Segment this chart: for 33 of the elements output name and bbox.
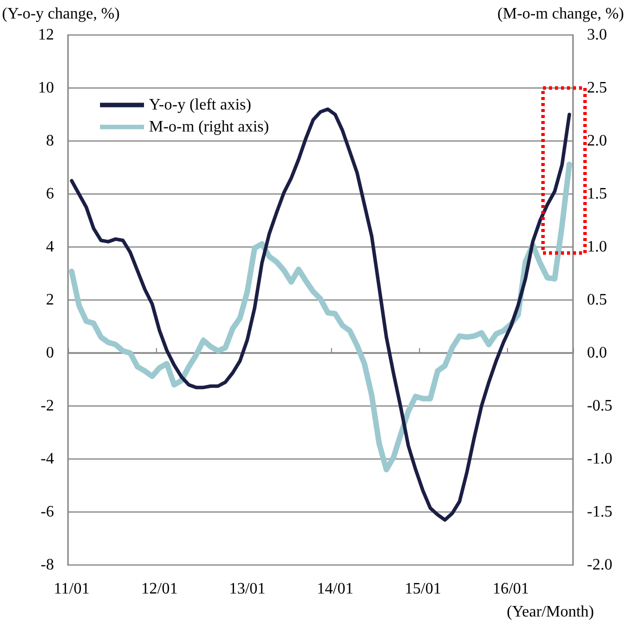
x-tick-label: 14/01 (316, 580, 354, 598)
y-tick-label: -4 (40, 450, 54, 468)
y-tick-label: 0 (46, 344, 54, 362)
x-tick-label: 16/01 (492, 580, 530, 598)
y2-axis-title: (M-o-m change, %) (497, 6, 624, 22)
y2-tick-label: 1.5 (587, 186, 607, 202)
y-tick-label: 12 (38, 26, 54, 44)
y2-tick-label: 1.0 (587, 238, 607, 256)
y-tick-label: -2 (40, 398, 54, 414)
y2-tick-label: -1.5 (587, 504, 612, 520)
y-tick-label: 10 (38, 80, 54, 96)
legend-label: M-o-m (right axis) (149, 118, 269, 136)
x-tick-label: 12/01 (141, 580, 178, 598)
y2-tick-label: 0.0 (587, 344, 607, 362)
y-tick-label: -6 (40, 504, 54, 520)
x-tick-label: 15/01 (404, 580, 442, 598)
y2-tick-label: 0.5 (587, 292, 607, 308)
y-tick-label: 8 (46, 132, 54, 150)
y2-tick-label: -0.5 (587, 398, 612, 414)
y-tick-label: 4 (46, 238, 54, 256)
y2-tick-label: 2.5 (587, 80, 607, 96)
x-tick-label: 11/01 (54, 580, 90, 598)
x-tick-label: 13/01 (229, 580, 266, 598)
y-tick-label: 2 (46, 292, 54, 308)
y-tick-label: -8 (40, 556, 54, 574)
y2-tick-label: -1.0 (587, 450, 612, 468)
y2-tick-label: -2.0 (587, 556, 612, 574)
y2-tick-label: 3.0 (587, 26, 607, 44)
legend-label: Y-o-y (left axis) (149, 96, 252, 114)
y-axis-title: (Y-o-y change, %) (2, 6, 120, 22)
x-axis-title: (Year/Month) (506, 604, 594, 620)
y2-tick-label: 2.0 (587, 132, 607, 150)
y-tick-label: 6 (46, 186, 54, 202)
